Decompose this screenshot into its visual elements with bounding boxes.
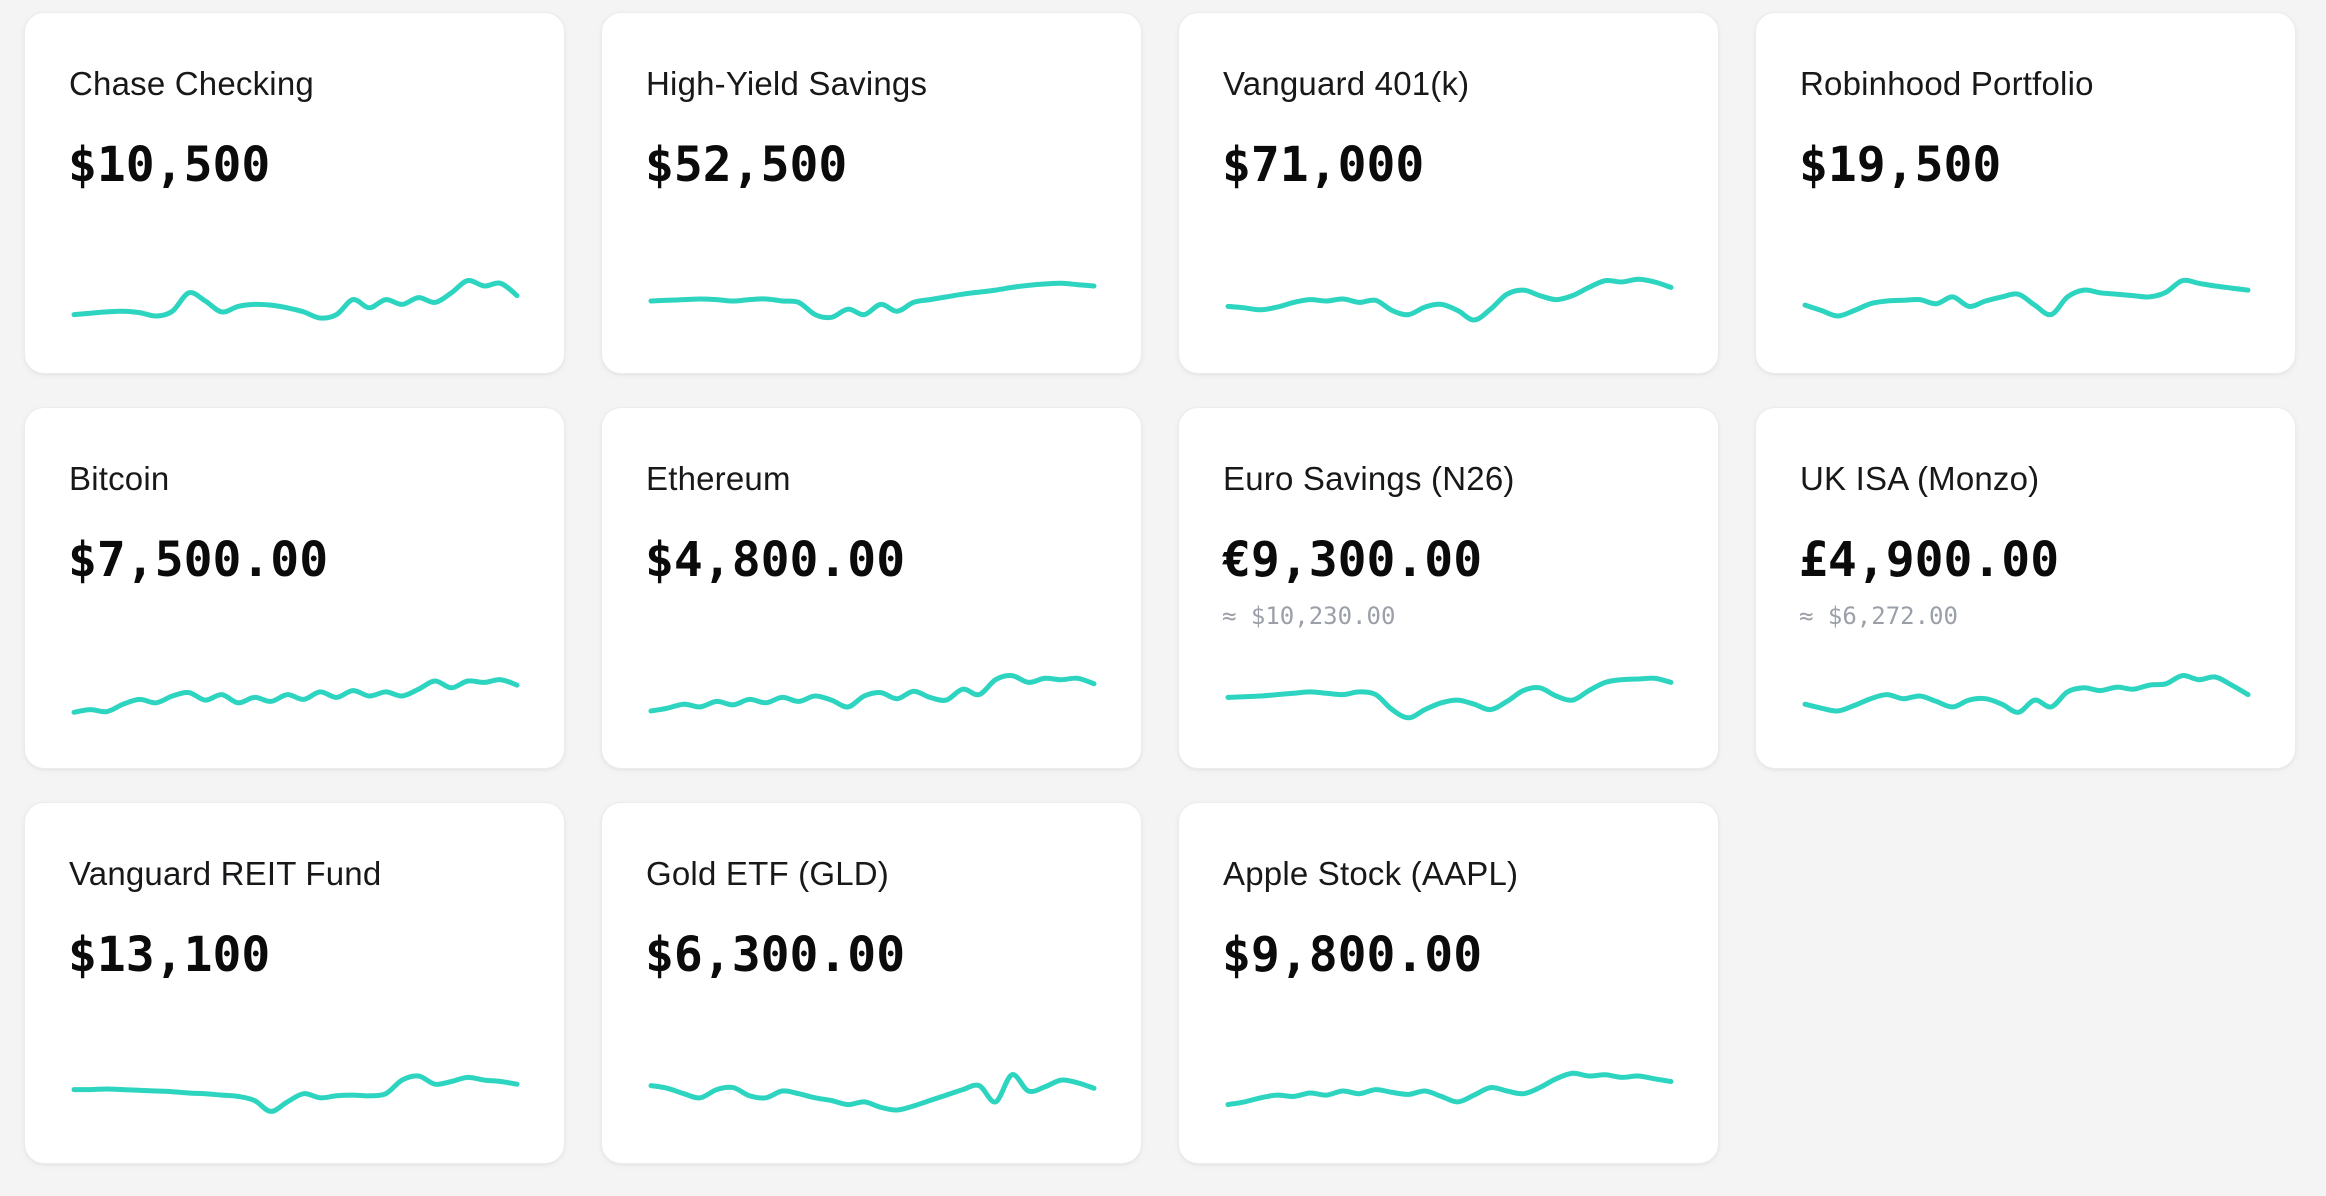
- account-name: Apple Stock (AAPL): [1223, 855, 1519, 892]
- account-usd-approx: ≈ $6,272.00: [1799, 602, 1958, 630]
- account-usd-approx: ≈ $10,230.00: [1222, 602, 1396, 630]
- sparkline-path: [71, 278, 520, 321]
- account-card-chase-checking[interactable]: Chase Checking $10,500: [24, 12, 565, 374]
- account-balance: $19,500: [1799, 137, 2002, 193]
- balance-sparkline: [648, 673, 1097, 714]
- account-balance: $10,500: [68, 137, 271, 193]
- balance-sparkline: [1225, 276, 1674, 323]
- account-name: Ethereum: [646, 460, 791, 497]
- account-card-bitcoin[interactable]: Bitcoin $7,500.00: [24, 407, 565, 769]
- account-name: High-Yield Savings: [646, 65, 928, 102]
- account-card-vanguard-401k[interactable]: Vanguard 401(k) $71,000: [1178, 12, 1719, 374]
- account-card-robinhood-portfolio[interactable]: Robinhood Portfolio $19,500: [1755, 12, 2296, 374]
- account-card-apple-stock-aapl[interactable]: Apple Stock (AAPL) $9,800.00: [1178, 802, 1719, 1164]
- account-balance: $52,500: [645, 137, 848, 193]
- sparkline-path: [1225, 276, 1674, 323]
- sparkline-path: [71, 1073, 520, 1114]
- accounts-grid: Chase Checking $10,500 High-Yield Saving…: [24, 12, 2296, 1164]
- balance-sparkline: [1802, 673, 2251, 715]
- account-card-high-yield-savings[interactable]: High-Yield Savings $52,500: [601, 12, 1142, 374]
- sparkline-path: [71, 677, 520, 715]
- account-name: Euro Savings (N26): [1223, 460, 1515, 497]
- sparkline-path: [648, 673, 1097, 714]
- account-card-ethereum[interactable]: Ethereum $4,800.00: [601, 407, 1142, 769]
- account-name: Chase Checking: [69, 65, 314, 102]
- account-balance: $4,800.00: [645, 532, 906, 588]
- account-name: Gold ETF (GLD): [646, 855, 890, 892]
- balance-sparkline: [71, 278, 520, 321]
- account-balance: $13,100: [68, 927, 271, 983]
- account-card-gold-etf-gld[interactable]: Gold ETF (GLD) $6,300.00: [601, 802, 1142, 1164]
- account-balance: $9,800.00: [1222, 927, 1483, 983]
- balance-sparkline: [1225, 1070, 1674, 1108]
- balance-sparkline: [648, 280, 1097, 321]
- account-name: UK ISA (Monzo): [1800, 460, 2040, 497]
- account-name: Bitcoin: [69, 460, 170, 497]
- sparkline-path: [1225, 675, 1674, 721]
- account-name: Vanguard 401(k): [1223, 65, 1470, 102]
- account-name: Vanguard REIT Fund: [69, 855, 382, 892]
- account-balance: €9,300.00: [1222, 532, 1483, 588]
- balance-sparkline: [71, 1073, 520, 1114]
- sparkline-path: [1225, 1070, 1674, 1108]
- account-card-uk-isa-monzo[interactable]: UK ISA (Monzo) £4,900.00 ≈ $6,272.00: [1755, 407, 2296, 769]
- account-card-vanguard-reit-fund[interactable]: Vanguard REIT Fund $13,100: [24, 802, 565, 1164]
- balance-sparkline: [71, 677, 520, 715]
- account-balance: £4,900.00: [1799, 532, 2060, 588]
- sparkline-path: [1802, 673, 2251, 715]
- balance-sparkline: [1802, 277, 2251, 319]
- account-balance: $6,300.00: [645, 927, 906, 983]
- sparkline-path: [1802, 277, 2251, 319]
- account-name: Robinhood Portfolio: [1800, 65, 2094, 102]
- balance-sparkline: [648, 1072, 1097, 1113]
- sparkline-path: [648, 280, 1097, 321]
- balance-sparkline: [1225, 675, 1674, 721]
- account-card-euro-savings-n26[interactable]: Euro Savings (N26) €9,300.00 ≈ $10,230.0…: [1178, 407, 1719, 769]
- account-balance: $7,500.00: [68, 532, 329, 588]
- sparkline-path: [648, 1072, 1097, 1113]
- account-balance: $71,000: [1222, 137, 1425, 193]
